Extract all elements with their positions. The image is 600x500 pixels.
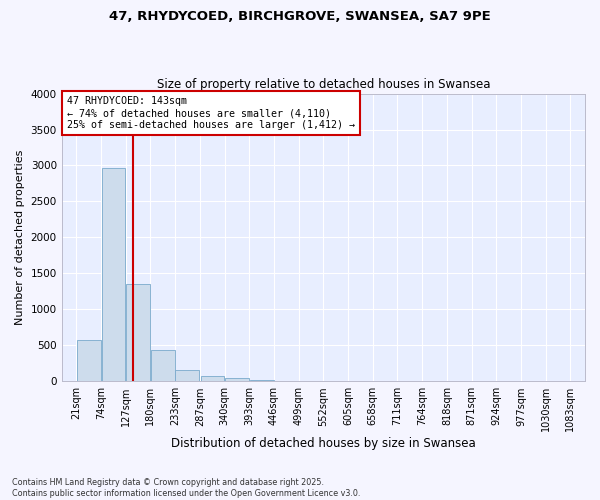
Bar: [175, 370, 199, 382]
Bar: [225, 378, 249, 382]
Bar: [275, 380, 298, 382]
Bar: [151, 350, 175, 382]
Bar: [101, 168, 125, 382]
Bar: [250, 380, 274, 382]
Y-axis label: Number of detached properties: Number of detached properties: [15, 150, 25, 325]
Bar: [200, 376, 224, 382]
Text: 47, RHYDYCOED, BIRCHGROVE, SWANSEA, SA7 9PE: 47, RHYDYCOED, BIRCHGROVE, SWANSEA, SA7 …: [109, 10, 491, 23]
Text: Contains HM Land Registry data © Crown copyright and database right 2025.
Contai: Contains HM Land Registry data © Crown c…: [12, 478, 361, 498]
Title: Size of property relative to detached houses in Swansea: Size of property relative to detached ho…: [157, 78, 490, 91]
Bar: [126, 284, 150, 382]
X-axis label: Distribution of detached houses by size in Swansea: Distribution of detached houses by size …: [171, 437, 476, 450]
Text: 47 RHYDYCOED: 143sqm
← 74% of detached houses are smaller (4,110)
25% of semi-de: 47 RHYDYCOED: 143sqm ← 74% of detached h…: [67, 96, 355, 130]
Bar: [77, 340, 101, 382]
